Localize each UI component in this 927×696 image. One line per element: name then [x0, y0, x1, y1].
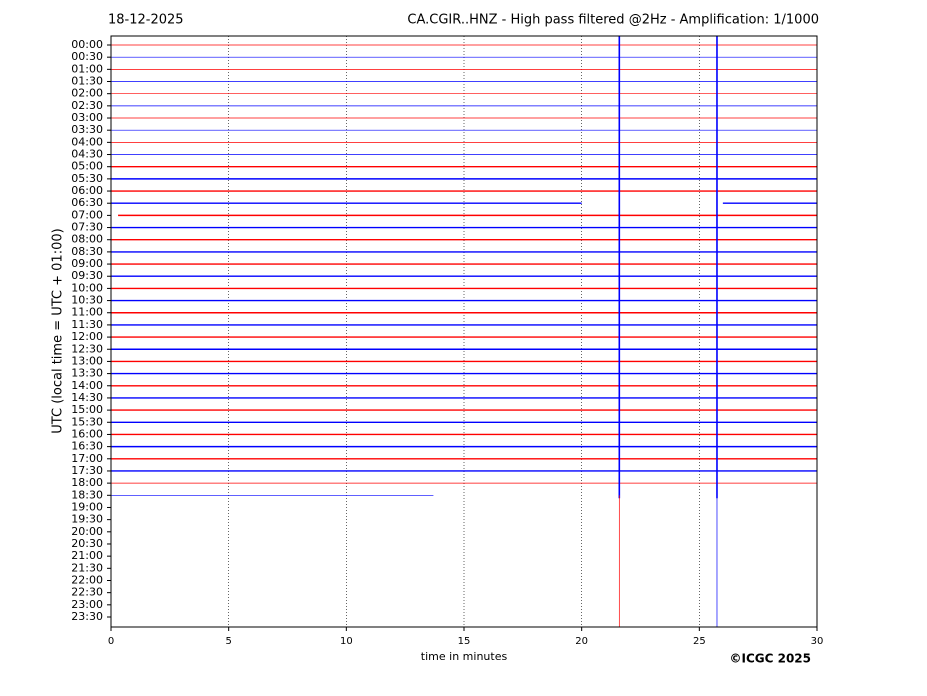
y-tick-label: 15:00 [71, 403, 103, 416]
y-tick-label: 21:00 [71, 549, 103, 562]
x-tick-label: 20 [575, 636, 588, 647]
y-tick-label: 19:00 [71, 500, 103, 513]
y-tick-label: 13:30 [71, 367, 103, 380]
y-tick-label: 10:00 [71, 281, 103, 294]
y-tick-label: 13:00 [71, 354, 103, 367]
y-tick-label: 02:30 [71, 99, 103, 112]
y-tick-label: 06:00 [71, 184, 103, 197]
y-tick-label: 10:30 [71, 294, 103, 307]
y-tick-label: 14:30 [71, 391, 103, 404]
credit: ©ICGC 2025 [729, 652, 811, 666]
x-tick-label: 5 [225, 636, 231, 647]
y-tick-label: 09:00 [71, 257, 103, 270]
y-tick-label: 19:30 [71, 513, 103, 526]
y-tick-label: 09:30 [71, 269, 103, 282]
y-tick-label: 17:30 [71, 464, 103, 477]
y-tick-label: 05:30 [71, 172, 103, 185]
y-tick-label: 05:00 [71, 160, 103, 173]
y-tick-label: 03:30 [71, 123, 103, 136]
y-tick-label: 12:30 [71, 342, 103, 355]
y-tick-label: 07:30 [71, 221, 103, 234]
y-tick-label: 01:30 [71, 75, 103, 88]
y-tick-label: 04:30 [71, 148, 103, 161]
y-tick-label: 04:00 [71, 135, 103, 148]
y-tick-label: 20:00 [71, 525, 103, 538]
y-tick-label: 00:00 [71, 38, 103, 51]
x-tick-label: 0 [108, 636, 114, 647]
y-tick-label: 23:00 [71, 598, 103, 611]
x-axis-label: time in minutes [421, 650, 508, 663]
x-tick-label: 15 [458, 636, 471, 647]
y-tick-label: 00:30 [71, 50, 103, 63]
y-tick-label: 17:00 [71, 452, 103, 465]
y-tick-label: 14:00 [71, 379, 103, 392]
x-tick-label: 10 [340, 636, 353, 647]
y-tick-label: 20:30 [71, 537, 103, 550]
y-tick-label: 07:00 [71, 208, 103, 221]
chart-title: CA.CGIR..HNZ - High pass filtered @2Hz -… [407, 13, 819, 28]
y-tick-label: 18:30 [71, 488, 103, 501]
x-tick-label: 30 [811, 636, 824, 647]
y-tick-label: 08:00 [71, 233, 103, 246]
x-tick-label: 25 [693, 636, 706, 647]
y-tick-label: 02:00 [71, 87, 103, 100]
date-title: 18-12-2025 [108, 13, 184, 28]
plot-frame [110, 35, 818, 628]
y-tick-label: 11:00 [71, 306, 103, 319]
y-tick-label: 22:30 [71, 586, 103, 599]
y-tick-label: 21:30 [71, 561, 103, 574]
y-tick-label: 11:30 [71, 318, 103, 331]
y-tick-label: 16:00 [71, 427, 103, 440]
y-tick-label: 06:30 [71, 196, 103, 209]
y-tick-label: 18:00 [71, 476, 103, 489]
y-tick-label: 12:00 [71, 330, 103, 343]
y-tick-label: 08:30 [71, 245, 103, 258]
y-tick-label: 22:00 [71, 573, 103, 586]
y-tick-label: 15:30 [71, 415, 103, 428]
y-tick-label: 01:00 [71, 62, 103, 75]
y-tick-label: 23:30 [71, 610, 103, 623]
y-tick-label: 03:00 [71, 111, 103, 124]
y-tick-label: 16:30 [71, 440, 103, 453]
y-axis-label: UTC (local time = UTC + 01:00) [51, 228, 66, 433]
